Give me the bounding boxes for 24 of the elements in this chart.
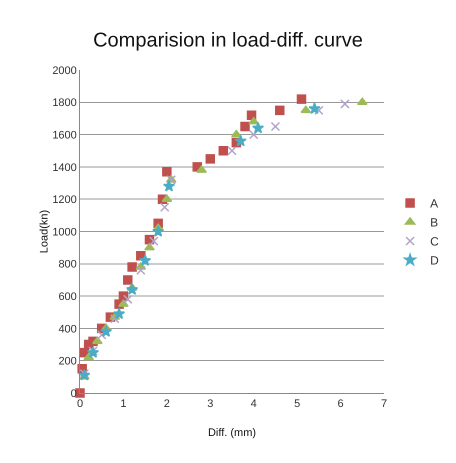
- legend-label: C: [430, 234, 440, 249]
- legend-label: A: [430, 196, 438, 211]
- y-tick-label: 400: [58, 323, 77, 336]
- y-tick-label: 200: [58, 356, 77, 368]
- y-tick-label: 1200: [52, 194, 77, 206]
- y-tick-label: 600: [58, 290, 77, 303]
- x-tick-label: 5: [294, 398, 300, 410]
- x-axis-title: Diff. (mm): [208, 427, 256, 439]
- y-tick-label: 2000: [52, 64, 77, 77]
- y-tick-label: 1600: [52, 129, 77, 142]
- y-tick-label: 800: [58, 258, 77, 271]
- x-tick-label: 4: [250, 398, 257, 410]
- y-tick-label: 1400: [52, 162, 77, 174]
- x-tick-label: 2: [164, 398, 170, 410]
- y-tick-label: 1000: [52, 226, 77, 238]
- x-tick-label: 1: [120, 398, 126, 410]
- y-tick-label: 1800: [52, 97, 77, 110]
- legend-label: D: [430, 254, 440, 268]
- x-tick-label: 6: [338, 398, 344, 410]
- x-tick-label: 3: [207, 398, 214, 410]
- x-tick-label: 7: [380, 398, 388, 410]
- legend-label: B: [430, 216, 438, 230]
- y-axis-title: Load(kn): [38, 210, 50, 254]
- chart-title: Comparision in load-diff. curve: [93, 29, 363, 52]
